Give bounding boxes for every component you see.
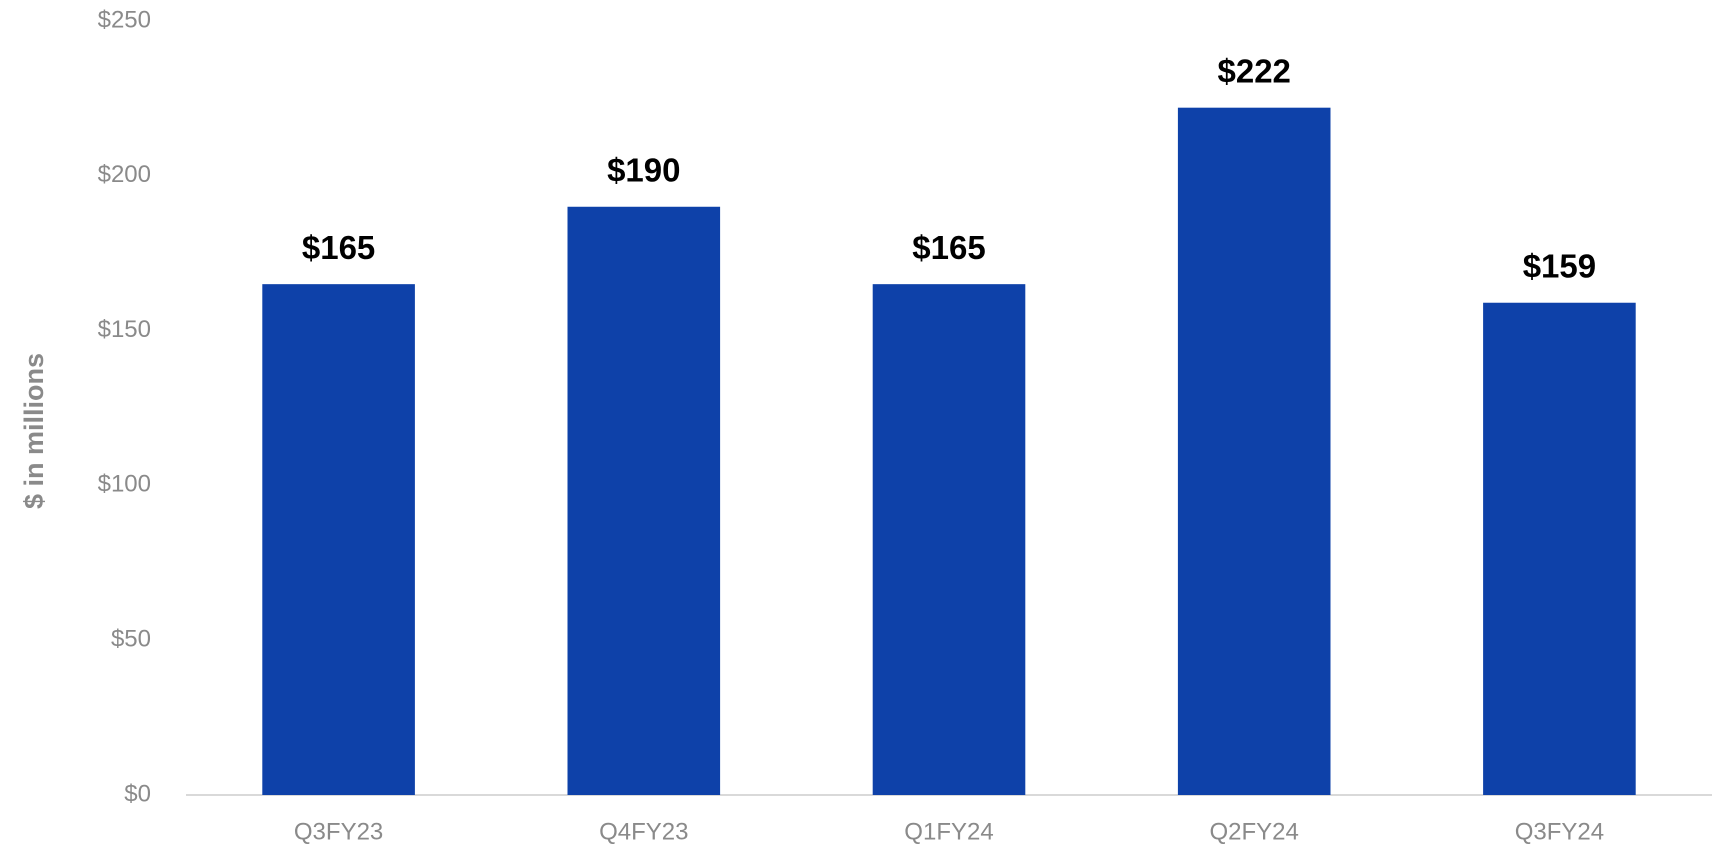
x-tick-label: Q3FY23 xyxy=(294,818,383,845)
y-tick-label: $0 xyxy=(124,780,151,807)
bar xyxy=(872,284,1026,795)
y-tick-label: $100 xyxy=(98,471,151,498)
data-label: $165 xyxy=(302,229,375,266)
y-tick-label: $200 xyxy=(98,161,151,188)
y-tick-label: $50 xyxy=(111,626,151,653)
data-label: $165 xyxy=(912,229,985,266)
bar xyxy=(1483,302,1636,795)
data-label: $190 xyxy=(607,151,680,188)
y-axis-label: $ in millions xyxy=(19,353,49,509)
data-label: $159 xyxy=(1523,247,1596,284)
y-tick-label: $250 xyxy=(98,6,151,33)
x-tick-label: Q1FY24 xyxy=(904,818,993,845)
x-tick-label: Q4FY23 xyxy=(599,818,688,845)
x-tick-label: Q2FY24 xyxy=(1210,818,1299,845)
data-label: $222 xyxy=(1217,52,1290,89)
bar xyxy=(567,206,721,795)
bar xyxy=(1177,107,1331,796)
y-tick-label: $150 xyxy=(98,316,151,343)
x-tick-label: Q3FY24 xyxy=(1515,818,1604,845)
bar xyxy=(262,284,415,795)
